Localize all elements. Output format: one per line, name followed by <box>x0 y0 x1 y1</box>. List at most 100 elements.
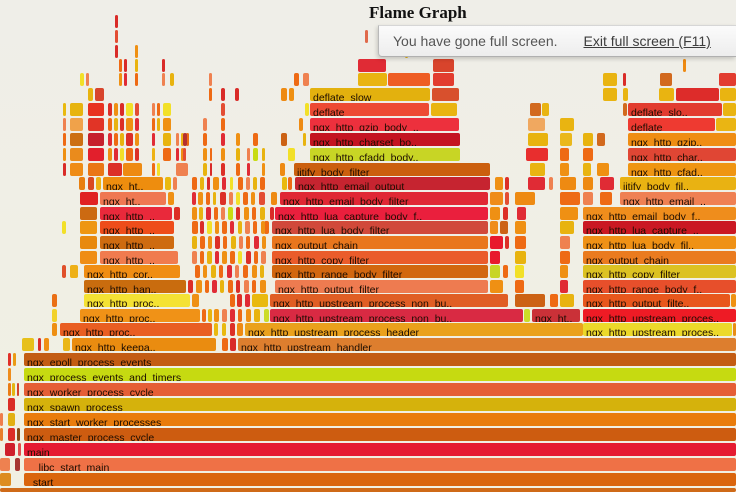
flame-frame[interactable] <box>63 133 66 146</box>
flame-frame[interactable] <box>206 192 210 205</box>
flame-frame[interactable] <box>192 207 197 220</box>
flame-frame[interactable] <box>0 488 736 492</box>
flame-frame[interactable] <box>135 118 139 131</box>
flame-frame[interactable] <box>528 177 545 190</box>
flame-frame[interactable] <box>62 221 66 234</box>
flame-frame[interactable] <box>288 177 292 190</box>
flame-frame[interactable] <box>200 177 204 190</box>
flame-frame[interactable] <box>70 133 83 146</box>
flame-frame[interactable] <box>597 163 609 176</box>
flame-frame[interactable] <box>5 443 15 456</box>
flame-frame[interactable] <box>246 251 251 264</box>
flame-frame[interactable] <box>202 309 206 322</box>
flame-frame[interactable] <box>114 103 118 116</box>
flame-frame[interactable] <box>262 163 265 176</box>
flame-frame[interactable] <box>550 294 558 307</box>
flame-frame[interactable] <box>38 338 41 351</box>
flame-frame[interactable] <box>490 251 500 264</box>
flame-frame[interactable] <box>623 103 627 116</box>
flame-frame[interactable] <box>230 338 236 351</box>
flame-frame[interactable] <box>245 294 250 307</box>
flame-frame[interactable]: ngx_output_chain <box>272 236 488 249</box>
flame-frame[interactable] <box>162 73 165 86</box>
flame-frame[interactable] <box>221 163 225 176</box>
flame-frame[interactable]: ngx_ht.. <box>532 309 580 322</box>
flame-frame[interactable] <box>165 177 171 190</box>
flame-frame[interactable] <box>44 338 49 351</box>
flame-frame[interactable] <box>228 207 233 220</box>
flame-frame[interactable] <box>214 207 218 220</box>
flame-frame[interactable] <box>560 133 572 146</box>
flame-frame[interactable]: ngx_http_gzip.. <box>628 133 736 146</box>
flame-frame[interactable] <box>181 133 184 146</box>
flame-frame[interactable] <box>264 309 269 322</box>
flame-frame[interactable] <box>560 163 569 176</box>
flame-frame[interactable] <box>243 265 248 278</box>
flame-frame[interactable] <box>88 88 93 101</box>
flame-frame[interactable] <box>490 280 503 293</box>
flame-frame[interactable] <box>80 73 84 86</box>
flame-frame[interactable] <box>62 265 66 278</box>
flame-frame[interactable] <box>262 148 265 161</box>
flame-frame[interactable] <box>236 192 240 205</box>
flame-frame[interactable] <box>254 236 259 249</box>
flame-frame[interactable] <box>723 103 736 116</box>
flame-frame[interactable] <box>88 103 104 116</box>
flame-frame[interactable] <box>246 177 250 190</box>
flame-frame[interactable] <box>157 103 160 116</box>
flame-frame[interactable] <box>281 88 287 101</box>
flame-frame[interactable] <box>560 148 569 161</box>
flame-frame[interactable]: main <box>24 443 736 456</box>
flame-frame[interactable] <box>135 73 138 86</box>
flame-frame[interactable] <box>135 148 139 161</box>
flame-frame[interactable] <box>660 73 672 86</box>
flame-frame[interactable] <box>252 207 256 220</box>
flame-frame[interactable] <box>157 118 160 131</box>
flame-frame[interactable] <box>8 383 11 396</box>
flame-frame[interactable]: ngx_http_email_body_filter <box>280 192 488 205</box>
flame-frame[interactable] <box>186 133 189 146</box>
flame-frame[interactable] <box>215 251 219 264</box>
flame-frame[interactable] <box>88 118 104 131</box>
flame-frame[interactable] <box>211 265 216 278</box>
flame-frame[interactable]: ngx_http_cfadd_body.. <box>310 148 460 161</box>
flame-frame[interactable] <box>253 221 257 234</box>
flame-frame[interactable] <box>163 133 171 146</box>
flame-frame[interactable]: jitify_body_fil.. <box>620 177 736 190</box>
flame-frame[interactable] <box>262 236 266 249</box>
flame-frame[interactable] <box>280 163 285 176</box>
flame-frame[interactable]: ngx_http_copy_filter <box>272 251 488 264</box>
flame-frame[interactable] <box>228 280 233 293</box>
flame-frame[interactable] <box>542 103 549 116</box>
exit-fullscreen-link[interactable]: Exit full screen (F11) <box>583 33 711 49</box>
flame-frame[interactable] <box>96 177 101 190</box>
flame-frame[interactable] <box>230 294 235 307</box>
flame-frame[interactable] <box>526 148 548 161</box>
flame-frame[interactable] <box>135 59 138 72</box>
flame-frame[interactable] <box>173 177 177 190</box>
flame-frame[interactable] <box>70 148 83 161</box>
flame-frame[interactable] <box>70 103 83 116</box>
flame-frame[interactable] <box>432 88 459 101</box>
flame-frame[interactable] <box>22 338 34 351</box>
flame-frame[interactable] <box>207 177 210 190</box>
flame-frame[interactable] <box>490 192 503 205</box>
flame-frame[interactable] <box>152 133 155 146</box>
flame-frame[interactable] <box>8 353 11 366</box>
flame-frame[interactable] <box>115 45 118 58</box>
flame-frame[interactable] <box>244 207 249 220</box>
flame-frame[interactable] <box>80 207 97 220</box>
flame-frame[interactable]: ngx_http_email_body_f.. <box>583 207 736 220</box>
flame-frame[interactable] <box>503 265 508 278</box>
flame-frame[interactable]: ngx_http_copy_filter <box>583 265 736 278</box>
flame-frame[interactable] <box>95 88 104 101</box>
flame-frame[interactable] <box>603 73 617 86</box>
flame-frame[interactable] <box>303 133 306 146</box>
flame-frame[interactable] <box>490 221 498 234</box>
flame-frame[interactable] <box>126 103 133 116</box>
flame-frame[interactable] <box>210 163 212 176</box>
flame-frame[interactable] <box>114 118 118 131</box>
flame-frame[interactable] <box>221 148 225 161</box>
flame-frame[interactable] <box>517 207 526 220</box>
flame-frame[interactable] <box>222 177 226 190</box>
